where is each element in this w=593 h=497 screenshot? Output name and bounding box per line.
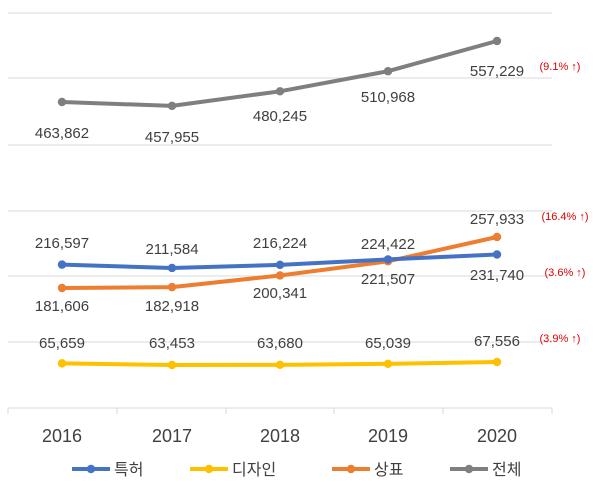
data-point	[383, 255, 393, 264]
legend-item: 특허	[72, 460, 143, 479]
legend: 특허 디자인 상표 전체	[72, 460, 521, 479]
data-label: 63,680	[257, 335, 303, 352]
legend-item: 디자인	[190, 460, 276, 479]
series-line	[60, 39, 499, 108]
legend-item: 상표	[332, 460, 403, 479]
legend-item: 전체	[450, 460, 521, 479]
data-label: 63,453	[149, 335, 195, 352]
data-label: 221,507	[361, 271, 415, 288]
data-label: 463,862	[35, 125, 89, 142]
change-annotation: (16.4% ↑)	[541, 211, 588, 223]
data-point	[383, 67, 393, 76]
data-label: 257,933	[470, 211, 524, 228]
data-label: 510,968	[361, 89, 415, 106]
data-label: 216,597	[35, 235, 89, 252]
change-annotation: (9.1% ↑)	[540, 61, 581, 73]
data-point	[383, 359, 393, 369]
data-label: 67,556	[474, 333, 520, 350]
legend-label: 특허	[114, 460, 143, 479]
data-labels: 216,597 211,584 216,224 224,422 231,740 (3.6%…	[35, 61, 589, 352]
legend-swatch-marker	[86, 464, 96, 474]
data-point	[492, 357, 502, 367]
data-point	[167, 263, 177, 273]
data-label: 65,659	[39, 335, 85, 352]
series-lines	[57, 36, 502, 370]
change-annotation: (3.6% ↑)	[545, 267, 586, 279]
data-label: 480,245	[253, 108, 307, 125]
data-point	[275, 260, 285, 270]
legend-label: 디자인	[232, 460, 276, 479]
x-axis: 2016 2017 2018 2019 2020	[7, 407, 553, 446]
legend-label: 전체	[492, 460, 521, 479]
data-point	[275, 360, 285, 370]
data-label: 216,224	[253, 235, 307, 252]
data-point	[275, 271, 285, 280]
data-point	[57, 260, 67, 269]
data-label: 224,422	[361, 236, 415, 253]
x-tick-label: 2019	[368, 426, 408, 446]
data-point	[492, 232, 502, 242]
data-label: 65,039	[365, 335, 411, 352]
data-point	[167, 101, 177, 111]
data-point	[57, 97, 67, 107]
data-point	[492, 36, 502, 46]
data-label: 557,229	[470, 63, 524, 80]
x-tick-label: 2016	[42, 426, 82, 446]
x-tick-label: 2018	[260, 426, 300, 446]
data-label: 211,584	[145, 241, 198, 258]
data-point	[275, 87, 285, 96]
x-tick-label: 2017	[152, 426, 192, 446]
data-label: 181,606	[35, 298, 89, 315]
data-point	[57, 283, 67, 293]
legend-swatch-marker	[346, 464, 356, 474]
data-point	[492, 250, 502, 259]
data-point	[167, 282, 177, 292]
data-label: 457,955	[145, 129, 199, 146]
legend-swatch-marker	[204, 464, 214, 474]
change-annotation: (3.9% ↑)	[540, 333, 581, 345]
legend-swatch-marker	[464, 464, 474, 474]
legend-label: 상표	[374, 460, 403, 479]
data-label: 231,740	[470, 267, 524, 284]
x-tick-label: 2020	[477, 426, 517, 446]
data-label: 182,918	[145, 298, 199, 315]
data-point	[167, 360, 177, 370]
data-label: 200,341	[253, 285, 307, 302]
data-point	[57, 359, 67, 368]
